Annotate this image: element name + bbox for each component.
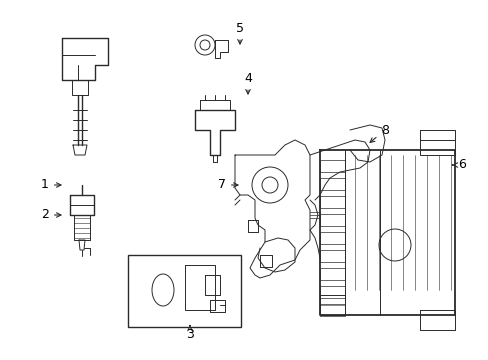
Bar bbox=[319, 160, 345, 172]
Bar bbox=[319, 286, 345, 298]
Bar bbox=[319, 196, 345, 208]
Bar bbox=[128, 255, 241, 327]
Bar bbox=[319, 232, 345, 244]
Bar bbox=[319, 268, 345, 280]
Text: 5: 5 bbox=[236, 22, 244, 44]
Bar bbox=[319, 304, 345, 316]
Text: 1: 1 bbox=[41, 179, 61, 192]
Circle shape bbox=[195, 35, 215, 55]
Text: 3: 3 bbox=[185, 325, 194, 342]
Circle shape bbox=[262, 177, 278, 193]
Circle shape bbox=[251, 167, 287, 203]
Text: 6: 6 bbox=[451, 158, 465, 171]
Text: 8: 8 bbox=[369, 123, 388, 143]
Ellipse shape bbox=[152, 274, 174, 306]
Text: 4: 4 bbox=[244, 72, 251, 94]
Bar bbox=[319, 214, 345, 226]
Text: 7: 7 bbox=[218, 179, 238, 192]
Text: 2: 2 bbox=[41, 208, 61, 221]
Bar bbox=[319, 250, 345, 262]
Bar bbox=[319, 178, 345, 190]
Circle shape bbox=[200, 40, 209, 50]
Circle shape bbox=[378, 229, 410, 261]
